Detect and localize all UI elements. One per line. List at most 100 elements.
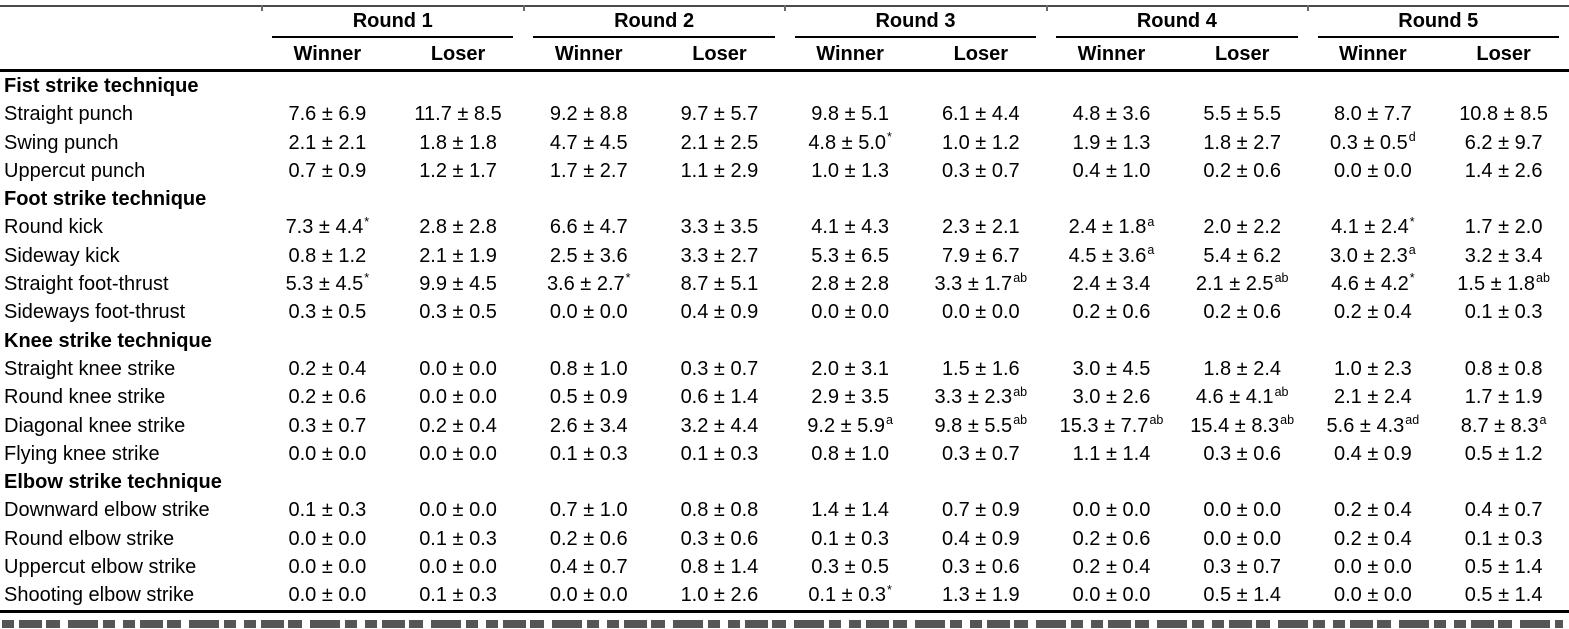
data-cell: 9.9 ± 4.5 — [393, 270, 524, 298]
data-cell: 1.5 ± 1.6 — [915, 355, 1046, 383]
data-cell: 0.0 ± 0.0 — [915, 298, 1046, 326]
cell-value: 7.3 ± 4.4 — [285, 216, 364, 239]
cell-value: 0.0 ± 0.0 — [549, 301, 628, 324]
cell-value: 0.3 ± 0.6 — [1203, 442, 1282, 465]
cell-value: 0.3 ± 0.7 — [941, 442, 1020, 465]
data-cell: 0.0 ± 0.0 — [262, 440, 393, 468]
cell-value: 5.4 ± 6.2 — [1203, 244, 1282, 267]
cell-value: 1.8 ± 2.4 — [1203, 357, 1282, 380]
data-cell: 0.7 ± 0.9 — [262, 157, 393, 185]
cell-value: 10.8 ± 8.5 — [1459, 103, 1549, 126]
data-cell: 0.1 ± 0.3 — [654, 440, 785, 468]
cell-value: 0.4 ± 0.9 — [1334, 442, 1412, 465]
cell-value: 0.3 ± 0.6 — [680, 527, 759, 550]
data-cell: 0.0 ± 0.0 — [523, 298, 654, 326]
cell-value: 2.9 ± 3.5 — [811, 386, 889, 409]
cell-value: 0.3 ± 0.5 — [1330, 131, 1408, 154]
cell-value: 0.2 ± 0.4 — [288, 357, 367, 380]
data-cell: 3.0 ± 2.6 — [1046, 383, 1177, 411]
cell-value: 0.6 ± 1.4 — [680, 386, 759, 409]
data-cell: 4.8 ± 5.0* — [785, 129, 916, 157]
cell-value: 3.0 ± 2.6 — [1072, 386, 1151, 409]
data-cell: 2.6 ± 3.4 — [523, 412, 654, 440]
table-row: Straight foot-thrust 5.3 ± 4.5* 9.9 ± 4.5 3… — [0, 270, 1569, 298]
data-cell: 0.2 ± 0.6 — [1177, 157, 1308, 185]
cell-value: 0.8 ± 0.8 — [1464, 357, 1543, 380]
cell-value: 2.0 ± 3.1 — [811, 357, 889, 380]
cell-value: 4.6 ± 4.1 — [1195, 386, 1274, 409]
cell-value: 0.1 ± 0.3 — [419, 584, 497, 607]
section-header-row: Foot strike technique — [0, 185, 1569, 213]
significance-superscript: * — [887, 129, 892, 144]
cell-value: 1.4 ± 1.4 — [811, 499, 889, 522]
data-cell: 0.2 ± 0.6 — [1177, 298, 1308, 326]
data-cell: 0.3 ± 0.6 — [1177, 440, 1308, 468]
technique-name: Uppercut punch — [4, 159, 146, 182]
data-cell: 0.0 ± 0.0 — [1308, 553, 1439, 581]
data-cell: 0.5 ± 1.4 — [1176, 581, 1308, 613]
data-cell: 2.1 ± 1.9 — [393, 242, 524, 270]
technique-name: Downward elbow strike — [4, 499, 210, 522]
data-cell: 0.5 ± 1.4 — [1438, 553, 1569, 581]
cell-value: 0.2 ± 0.6 — [288, 386, 367, 409]
data-cell: 0.6 ± 1.4 — [654, 383, 785, 411]
cell-value: 0.3 ± 0.6 — [941, 556, 1020, 579]
significance-superscript: a — [1408, 243, 1416, 258]
section-header-row: Knee strike technique — [0, 327, 1569, 355]
cell-value: 2.4 ± 3.4 — [1072, 273, 1151, 296]
data-cell: 2.4 ± 3.4 — [1046, 270, 1177, 298]
cell-value: 0.2 ± 0.6 — [1203, 159, 1282, 182]
data-cell: 3.0 ± 2.3a — [1308, 242, 1439, 270]
cell-value: 1.9 ± 1.3 — [1072, 131, 1151, 154]
technique-name: Flying knee strike — [4, 442, 160, 465]
data-cell: 0.7 ± 0.9 — [915, 496, 1046, 524]
data-cell: 8.0 ± 7.7 — [1308, 100, 1439, 128]
cell-value: 0.3 ± 0.5 — [419, 301, 497, 324]
data-cell: 2.8 ± 2.8 — [785, 270, 916, 298]
section-header-row: Elbow strike technique — [0, 468, 1569, 496]
cell-value: 9.7 ± 5.7 — [680, 103, 759, 126]
cell-value: 0.2 ± 0.6 — [1072, 527, 1151, 550]
cell-value: 0.2 ± 0.6 — [1072, 301, 1151, 324]
strike-table-header: Round 1 Round 2 Round 3 Round 4 Round 5 Winne… — [0, 6, 1569, 72]
cell-value: 4.1 ± 4.3 — [811, 216, 889, 239]
data-cell: 0.3 ± 0.6 — [915, 553, 1046, 581]
data-cell: 0.0 ± 0.0 — [1307, 581, 1439, 613]
cell-value: 0.0 ± 0.0 — [288, 527, 367, 550]
data-cell: 1.2 ± 1.7 — [393, 157, 524, 185]
cell-value: 0.0 ± 0.0 — [288, 556, 367, 579]
cell-value: 0.0 ± 0.0 — [1072, 584, 1151, 607]
data-cell: 0.0 ± 0.0 — [785, 298, 916, 326]
cell-value: 0.4 ± 0.7 — [549, 556, 628, 579]
round-5-group-header: Round 5 — [1308, 6, 1569, 40]
table-row: Sideway kick 0.8 ± 1.2 2.1 ± 1.9 2.5 ± 3.6 3… — [0, 242, 1569, 270]
cell-value: 9.9 ± 4.5 — [419, 273, 497, 296]
cell-value: 9.8 ± 5.1 — [811, 103, 889, 126]
cell-value: 0.0 ± 0.0 — [1203, 527, 1282, 550]
cell-value: 3.3 ± 2.3 — [934, 386, 1013, 409]
data-cell: 1.3 ± 1.9 — [915, 581, 1047, 613]
cell-value: 4.1 ± 2.4 — [1331, 216, 1409, 239]
data-cell: 7.6 ± 6.9 — [262, 100, 393, 128]
data-cell: 15.4 ± 8.3ab — [1177, 412, 1308, 440]
data-cell: 9.2 ± 5.9a — [785, 412, 916, 440]
data-cell: 3.3 ± 2.7 — [654, 242, 785, 270]
cell-value: 0.3 ± 0.7 — [680, 357, 759, 380]
cell-value: 1.7 ± 2.7 — [549, 159, 628, 182]
cell-value: 3.0 ± 4.5 — [1072, 357, 1151, 380]
data-cell: 0.8 ± 1.4 — [654, 553, 785, 581]
cell-value: 0.0 ± 0.0 — [1334, 556, 1412, 579]
data-cell: 0.0 ± 0.0 — [262, 581, 393, 613]
data-cell: 0.0 ± 0.0 — [393, 496, 524, 524]
round-label: Round 5 — [1398, 9, 1479, 32]
cell-value: 2.0 ± 2.2 — [1203, 216, 1282, 239]
significance-superscript: ab — [1280, 412, 1295, 427]
data-cell: 3.3 ± 2.3ab — [915, 383, 1046, 411]
significance-superscript: ab — [1274, 271, 1289, 286]
cell-value: 2.8 ± 2.8 — [419, 216, 497, 239]
significance-superscript: a — [1147, 214, 1155, 229]
data-cell: 0.0 ± 0.0 — [393, 440, 524, 468]
cell-value: 3.0 ± 2.3 — [1330, 244, 1408, 267]
round-4-group-header: Round 4 — [1046, 6, 1307, 40]
cell-value: 0.5 ± 1.4 — [1203, 584, 1282, 607]
